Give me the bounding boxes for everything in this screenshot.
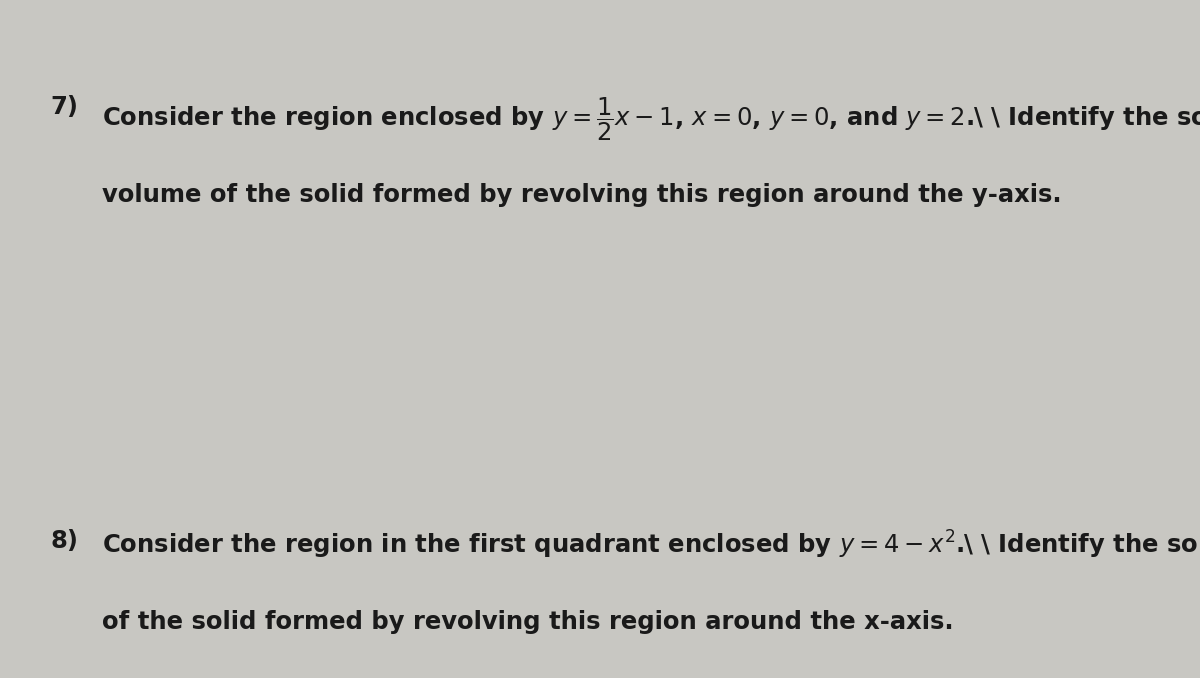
Text: volume of the solid formed by revolving this region around the y-axis.: volume of the solid formed by revolving … [102,183,1062,207]
Text: Consider the region enclosed by $y = \dfrac{1}{2}x - 1$, $x = 0$, $y = 0$, and $: Consider the region enclosed by $y = \df… [102,95,1200,142]
Text: of the solid formed by revolving this region around the x-axis.: of the solid formed by revolving this re… [102,610,954,634]
Text: Consider the region in the first quadrant enclosed by $y = 4 - x^2$.\ \ Identify: Consider the region in the first quadran… [102,529,1200,561]
Text: 8): 8) [50,529,78,553]
Text: 7): 7) [50,95,78,119]
